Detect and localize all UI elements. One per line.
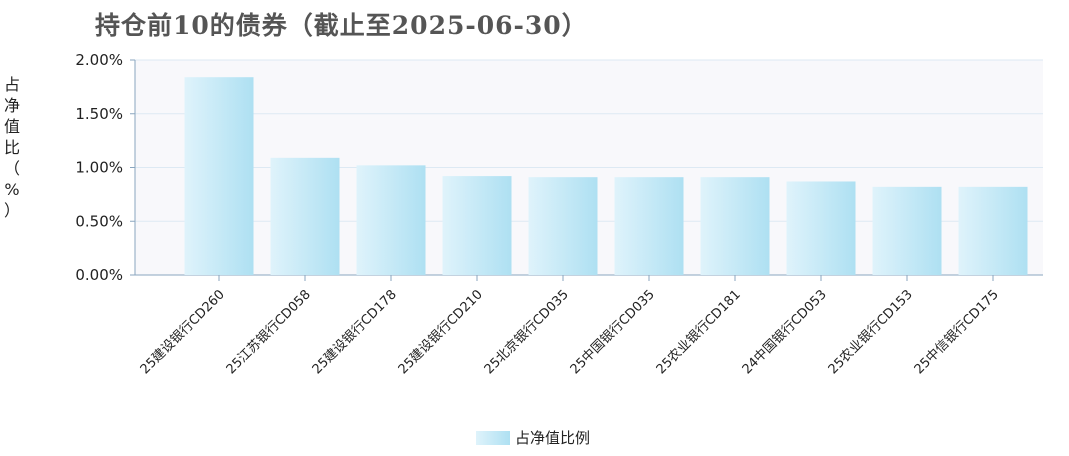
legend-label: 占净值比例	[515, 429, 590, 447]
x-tick-label: 25北京银行CD035	[482, 287, 572, 377]
x-tick-label: 25江苏银行CD058	[223, 287, 314, 378]
x-tick-label: 25建设银行CD210	[396, 287, 486, 377]
y-tick-label: 2.00%	[75, 51, 123, 69]
x-tick-label: 25中国银行CD035	[568, 287, 658, 377]
bar	[872, 186, 942, 275]
bar	[786, 181, 856, 275]
x-tick-label: 25农业银行CD153	[826, 287, 916, 377]
y-axis-label: 占净值比（%）	[4, 75, 20, 220]
x-tick-label: 25建设银行CD178	[310, 287, 400, 377]
x-tick-label: 25建设银行CD260	[138, 287, 228, 377]
chart-title: 持仓前10的债券（截止至2025-06-30）	[95, 11, 588, 40]
bar	[958, 186, 1028, 275]
y-tick-label: 1.00%	[75, 159, 123, 177]
x-tick-label: 25中信银行CD175	[912, 287, 1002, 377]
bar	[528, 177, 598, 275]
bar	[270, 157, 340, 275]
bar	[442, 176, 512, 275]
bar	[700, 177, 770, 275]
y-tick-label: 0.50%	[75, 212, 123, 230]
legend-swatch	[476, 431, 510, 445]
y-tick-label: 0.00%	[75, 266, 123, 284]
legend: 占净值比例	[476, 429, 590, 447]
y-tick-label: 1.50%	[75, 105, 123, 123]
bar	[356, 165, 426, 275]
bar	[614, 177, 684, 275]
x-tick-label: 24中国银行CD053	[740, 287, 830, 377]
x-tick-label: 25农业银行CD181	[654, 287, 744, 377]
bar	[184, 77, 254, 275]
